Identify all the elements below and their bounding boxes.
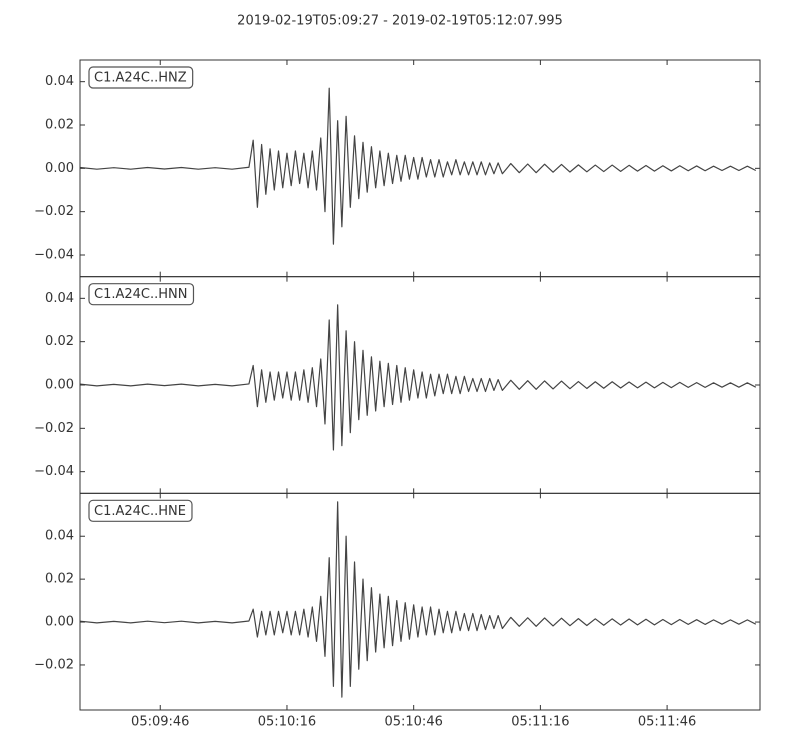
x-tick-label: 05:10:46 bbox=[384, 715, 442, 730]
waveform bbox=[79, 87, 757, 245]
trace-label: C1.A24C..HNE bbox=[94, 504, 186, 519]
x-tick-label: 05:11:46 bbox=[638, 715, 696, 730]
y-tick-label: 0.00 bbox=[45, 615, 74, 630]
y-tick-label: 0.04 bbox=[45, 74, 74, 89]
trace-label-box bbox=[88, 283, 195, 306]
y-tick-label: 0.00 bbox=[45, 161, 74, 176]
trace-label: C1.A24C..HNZ bbox=[94, 71, 187, 86]
y-tick-label: 0.02 bbox=[45, 572, 74, 587]
trace-label-box bbox=[88, 66, 194, 89]
y-tick-label: 0.00 bbox=[45, 378, 74, 393]
waveform bbox=[79, 501, 757, 698]
chart-title: 2019-02-19T05:09:27 - 2019-02-19T05:12:0… bbox=[237, 14, 563, 29]
x-tick-label: 05:10:16 bbox=[258, 715, 316, 730]
x-tick-label: 05:11:16 bbox=[511, 715, 569, 730]
trace-label: C1.A24C..HNN bbox=[94, 287, 187, 302]
axes-frame bbox=[79, 492, 761, 711]
y-tick-label: 0.02 bbox=[45, 334, 74, 349]
y-tick-label: −0.02 bbox=[34, 204, 74, 219]
x-tick-label: 05:09:46 bbox=[131, 715, 189, 730]
y-tick-label: 0.04 bbox=[45, 529, 74, 544]
y-tick-label: 0.02 bbox=[45, 118, 74, 133]
y-tick-label: −0.02 bbox=[34, 657, 74, 672]
y-tick-label: −0.04 bbox=[34, 248, 74, 263]
trace-label-box bbox=[88, 499, 193, 522]
y-tick-label: 0.04 bbox=[45, 291, 74, 306]
y-tick-label: −0.04 bbox=[34, 464, 74, 479]
waveform bbox=[79, 304, 757, 451]
y-tick-label: −0.02 bbox=[34, 421, 74, 436]
